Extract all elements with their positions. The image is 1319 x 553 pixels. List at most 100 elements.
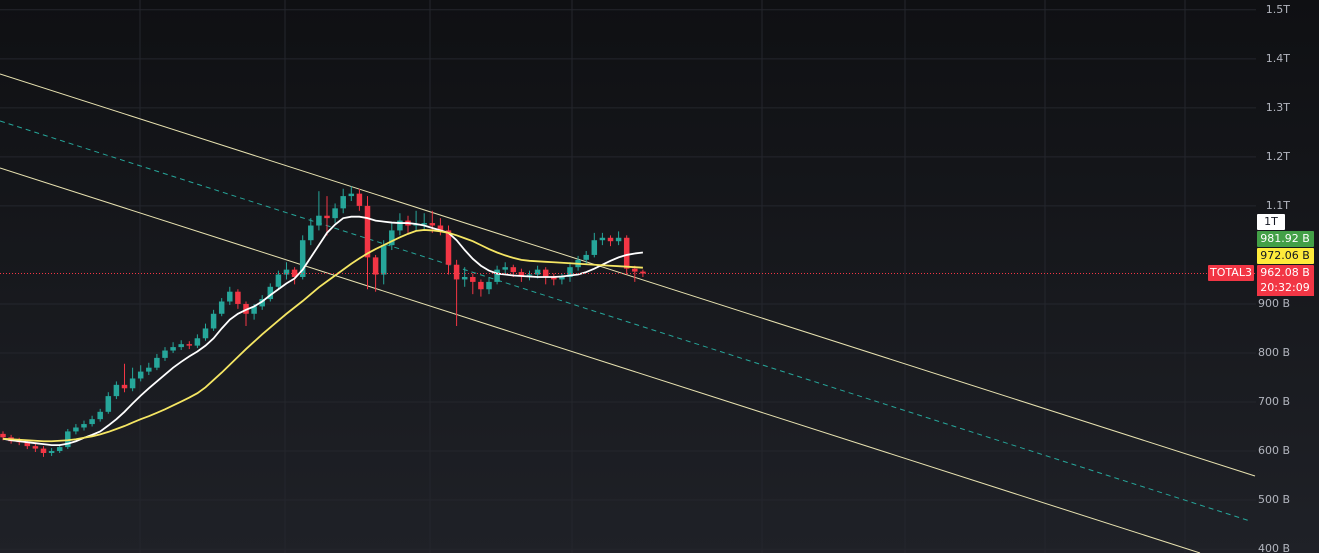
candle-body	[121, 384, 128, 389]
candle-body	[105, 396, 112, 412]
candle-body	[470, 276, 476, 282]
candle-body	[551, 276, 557, 280]
candle-body	[348, 193, 355, 197]
candle-body	[461, 276, 468, 280]
candle-body	[494, 269, 500, 282]
price-tag-label: 981.92 B	[1260, 232, 1310, 245]
candle-body	[615, 237, 622, 242]
candle-body	[235, 291, 241, 304]
candle-body	[218, 301, 225, 314]
candle-body	[267, 286, 274, 300]
candle-body	[623, 237, 630, 269]
channel-lower	[0, 167, 1201, 553]
price-tag-label: 972.06 B	[1260, 249, 1310, 262]
candle-body	[162, 350, 168, 358]
candle-body	[210, 313, 217, 329]
symbol-bg	[1208, 265, 1254, 281]
y-tick-label: 900 B	[1258, 297, 1290, 310]
candle-body	[275, 274, 282, 287]
price-tag	[1257, 231, 1314, 247]
candle-body	[73, 427, 79, 432]
y-tick-label: 1.4T	[1266, 52, 1290, 65]
candle-body	[583, 254, 589, 260]
candle-body	[283, 269, 290, 275]
candle-body	[56, 447, 63, 452]
price-tag	[1257, 265, 1314, 281]
countdown: 20:32:09	[1260, 281, 1309, 294]
price-tag	[1257, 248, 1314, 264]
moving-average	[2, 229, 643, 443]
candle-body	[567, 267, 573, 277]
candle-body	[445, 230, 452, 265]
candle-body	[599, 237, 606, 241]
candle-body	[0, 433, 6, 438]
candle-body	[154, 357, 160, 368]
candle-body	[89, 419, 95, 425]
countdown-bg	[1257, 280, 1314, 296]
candle-body	[137, 371, 144, 379]
y-tick-label: 500 B	[1258, 493, 1290, 506]
candle-body	[542, 269, 549, 277]
candle-body	[129, 378, 136, 389]
candle-body	[640, 271, 646, 274]
candle-body	[413, 224, 419, 226]
candle-body	[437, 225, 444, 231]
candle-body	[607, 237, 614, 242]
candle-body	[259, 299, 265, 307]
candle-body	[380, 245, 387, 275]
candle-body	[332, 208, 338, 219]
candle-body	[251, 306, 257, 314]
candle-body	[194, 338, 201, 346]
candle-body	[518, 272, 525, 276]
candle-body	[227, 291, 233, 302]
candle-body	[324, 215, 330, 219]
candle-body	[308, 225, 314, 241]
candle-body	[113, 384, 120, 397]
y-tick-label: 1.1T	[1266, 199, 1290, 212]
y-tick-label: 800 B	[1258, 346, 1290, 359]
candle-body	[316, 215, 322, 226]
y-tick-label: 1.2T	[1266, 150, 1290, 163]
candle-body	[97, 411, 103, 420]
candle-body	[65, 431, 71, 448]
candle-body	[559, 276, 565, 280]
candle-body	[486, 281, 492, 290]
candle-body	[364, 205, 371, 258]
price-tag	[1257, 214, 1285, 230]
moving-average	[2, 215, 644, 447]
candle-body	[186, 344, 193, 346]
candle-body	[32, 446, 39, 449]
candle-body	[389, 230, 395, 246]
candle-body	[81, 424, 87, 428]
candle-body	[24, 442, 31, 447]
candle-body	[202, 328, 209, 339]
candle-body	[526, 274, 533, 276]
candle-body	[429, 223, 436, 226]
candle-body	[356, 193, 363, 206]
price-tag-label: 962.08 B	[1260, 266, 1310, 279]
price-tag-label: 1T	[1264, 215, 1278, 228]
candle-body	[340, 196, 346, 209]
candle-body	[591, 240, 598, 255]
symbol-label: TOTAL3	[1209, 266, 1252, 279]
y-tick-label: 700 B	[1258, 395, 1290, 408]
candle-body	[510, 267, 517, 273]
candle-body	[478, 281, 484, 290]
candle-body	[453, 264, 460, 280]
candle-body	[48, 451, 55, 453]
candle-body	[421, 223, 427, 225]
candle-body	[243, 303, 249, 314]
candle-body	[632, 268, 638, 272]
candle-body	[534, 269, 541, 275]
y-tick-label: 600 B	[1258, 444, 1290, 457]
candle-body	[178, 344, 184, 348]
candle-body	[146, 367, 152, 372]
candle-body	[170, 347, 176, 351]
candle-body	[40, 448, 47, 453]
candle-body	[397, 220, 403, 231]
candle-body	[299, 240, 306, 277]
candle-body	[372, 257, 379, 275]
y-tick-label: 400 B	[1258, 542, 1290, 553]
